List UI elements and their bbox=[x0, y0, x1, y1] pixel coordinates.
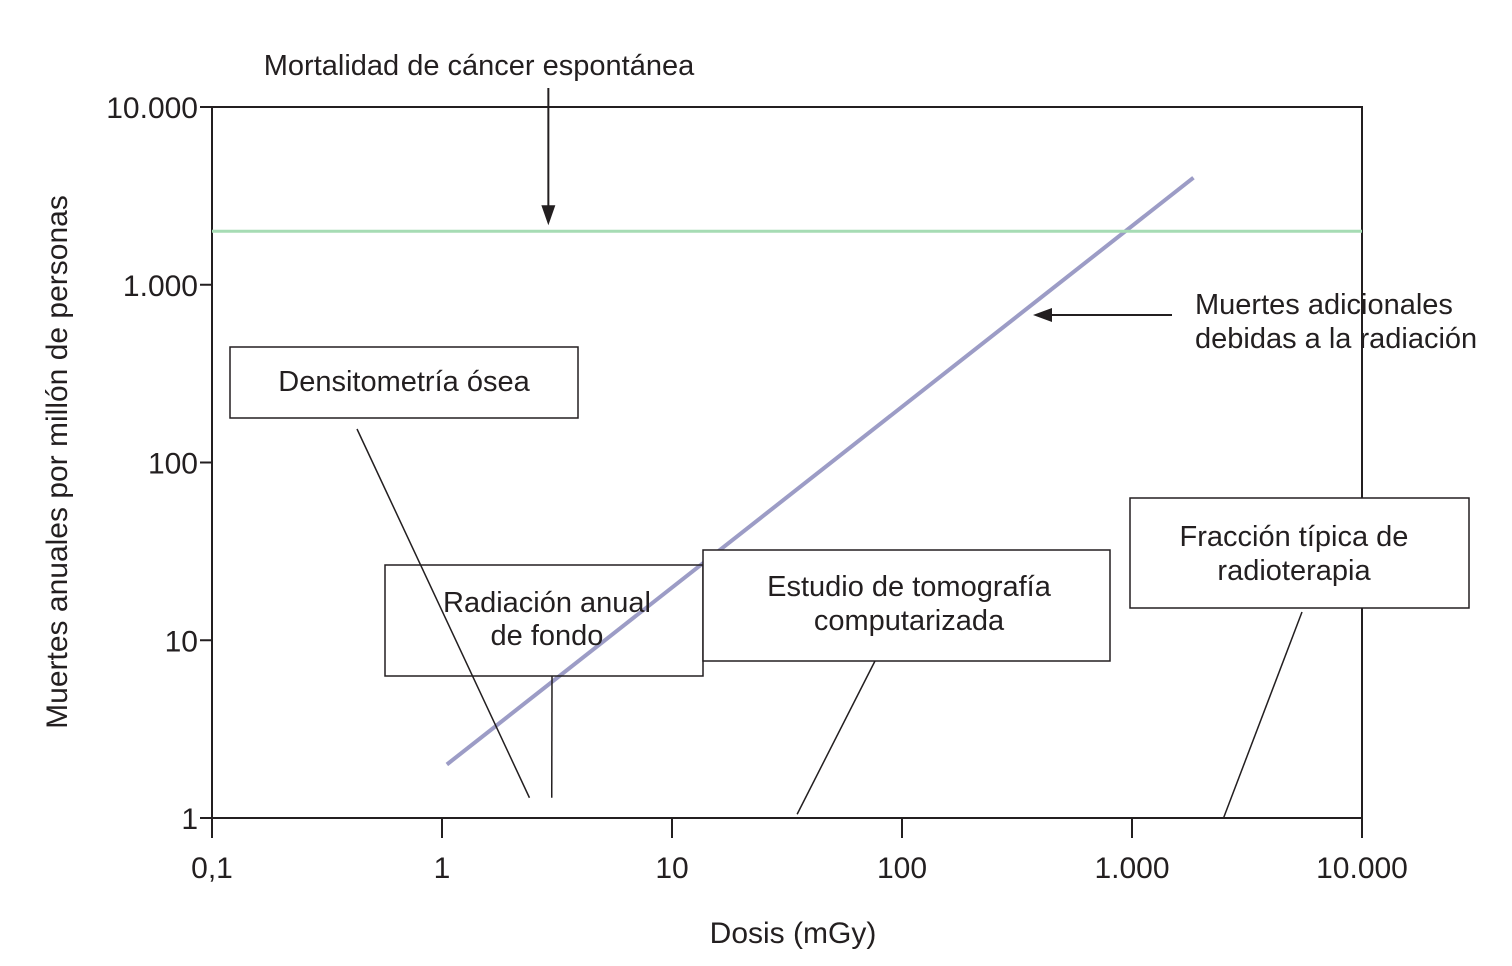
series-line-radiation-deaths bbox=[445, 176, 1195, 767]
x-tick-label: 1.000 bbox=[1094, 852, 1169, 885]
x-tick-label: 1 bbox=[434, 852, 451, 885]
series-layer bbox=[212, 176, 1362, 767]
y-tick-label: 10 bbox=[165, 625, 198, 658]
plot-frame bbox=[211, 106, 1363, 819]
radiotherapy-box: Fracción típica de radioterapia bbox=[1129, 497, 1470, 609]
y-axis-label: Muertes anuales por millón de personas bbox=[41, 195, 74, 729]
spontaneous-mortality-arrowhead bbox=[541, 205, 556, 226]
background-radiation-label-line2: de fondo bbox=[491, 620, 604, 652]
densitometry-box: Densitometría ósea bbox=[229, 346, 579, 419]
ct-box: Estudio de tomografía computarizada bbox=[702, 549, 1111, 662]
x-tick-label: 0,1 bbox=[191, 852, 233, 885]
radiotherapy-pointer bbox=[1222, 611, 1303, 819]
x-tick-label: 10 bbox=[655, 852, 688, 885]
spontaneous-mortality-label: Mortalidad de cáncer espontánea bbox=[264, 50, 695, 82]
x-tick-label: 10.000 bbox=[1316, 852, 1408, 885]
additional-deaths-arrowhead bbox=[1033, 308, 1052, 322]
additional-deaths-label-line2: debidas a la radiación bbox=[1195, 323, 1477, 355]
background-radiation-label-line1: Radiación anual bbox=[443, 587, 651, 619]
background-radiation-box: Radiación anual de fondo bbox=[384, 564, 704, 677]
densitometry-pointer bbox=[356, 428, 531, 799]
y-axis: 1 10 100 1.000 10.000 bbox=[106, 92, 212, 836]
ct-label-line2: computarizada bbox=[814, 605, 1005, 637]
radiotherapy-label-line2: radioterapia bbox=[1217, 555, 1371, 587]
x-axis-label: Dosis (mGy) bbox=[710, 917, 877, 950]
y-tick-label: 10.000 bbox=[106, 92, 198, 125]
ct-pointer bbox=[796, 660, 876, 815]
x-tick-label: 100 bbox=[877, 852, 927, 885]
additional-deaths-label-line1: Muertes adicionales bbox=[1195, 289, 1453, 321]
x-axis: 0,1 1 10 100 1.000 10.000 bbox=[191, 818, 1408, 885]
y-tick-label: 100 bbox=[148, 448, 198, 481]
y-tick-label: 1 bbox=[181, 803, 198, 836]
ct-label-line1: Estudio de tomografía bbox=[767, 571, 1052, 603]
radiotherapy-label-line1: Fracción típica de bbox=[1180, 521, 1409, 553]
densitometry-label: Densitometría ósea bbox=[278, 366, 530, 398]
y-tick-label: 1.000 bbox=[123, 270, 198, 303]
